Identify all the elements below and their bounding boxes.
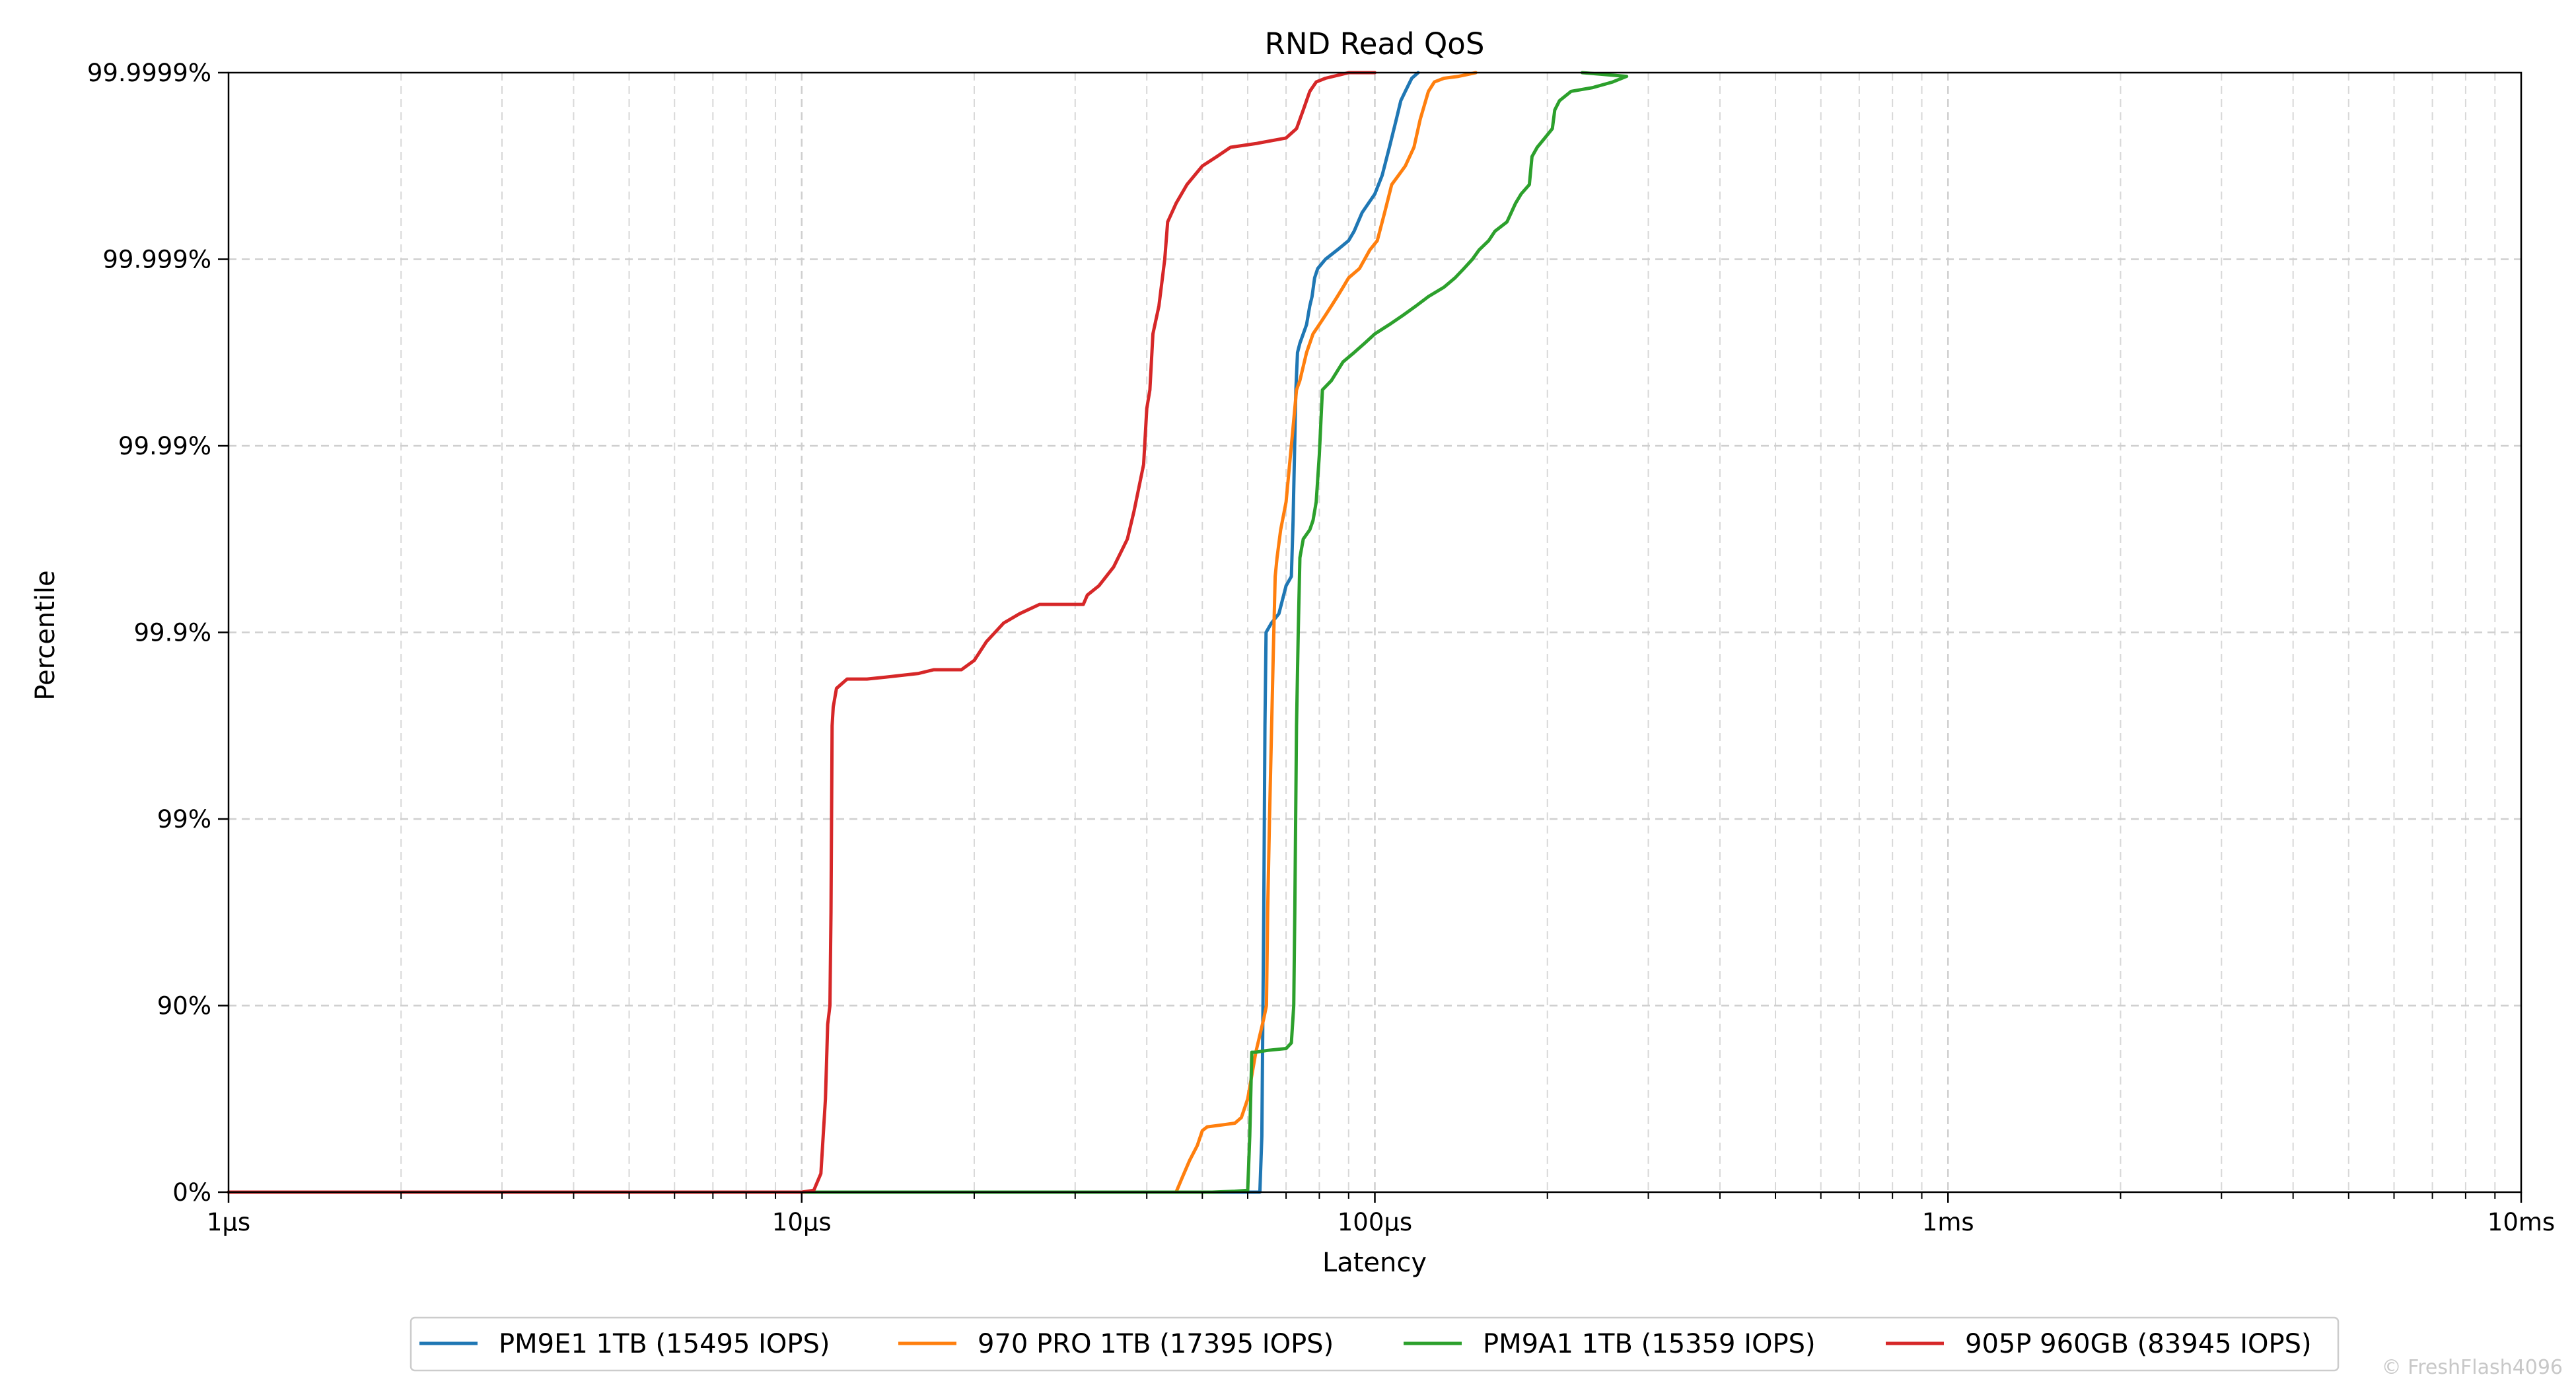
y-tick-label: 90% (157, 992, 211, 1020)
x-tick-label: 10ms (2487, 1208, 2555, 1236)
series-line-2 (227, 71, 1478, 1194)
y-tick-label: 99.99% (118, 432, 211, 460)
y-tick-label: 99.999% (102, 246, 211, 274)
y-axis-ticks: 0% 90% 99% 99.9% 99.99% 99.999% 99.9999% (87, 59, 229, 1207)
y-axis-label: Percentile (30, 570, 61, 700)
watermark: © FreshFlash4096 (2382, 1356, 2563, 1379)
legend-label: 970 PRO 1TB (17395 IOPS) (978, 1329, 1334, 1359)
x-tick-label: 1ms (1922, 1208, 1974, 1236)
chart-title: RND Read QoS (1265, 26, 1485, 61)
legend-label: PM9E1 1TB (15495 IOPS) (499, 1329, 830, 1359)
y-tick-label: 99.9999% (87, 59, 211, 87)
series-lines (227, 71, 1629, 1194)
major-grid (229, 73, 2521, 1192)
legend-label: 905P 960GB (83945 IOPS) (1965, 1329, 2312, 1359)
series-line-3 (227, 71, 1629, 1194)
series-line-4 (227, 71, 1377, 1194)
legend-box (410, 1316, 2340, 1372)
x-tick-label: 100µs (1338, 1208, 1412, 1236)
legend: PM9E1 1TB (15495 IOPS) 970 PRO 1TB (17395… (410, 1316, 2340, 1372)
x-tick-label: 1µs (207, 1208, 250, 1236)
y-tick-label: 99% (157, 805, 211, 834)
y-tick-label: 0% (172, 1178, 211, 1207)
x-tick-label: 10µs (772, 1208, 832, 1236)
series-line-1 (227, 71, 1420, 1194)
x-axis-ticks: 1µs 10µs 100µs 1ms 10ms (207, 1192, 2555, 1236)
legend-label: PM9A1 1TB (15359 IOPS) (1483, 1329, 1816, 1359)
y-tick-label: 99.9% (133, 619, 211, 647)
x-axis-label: Latency (1322, 1248, 1427, 1278)
